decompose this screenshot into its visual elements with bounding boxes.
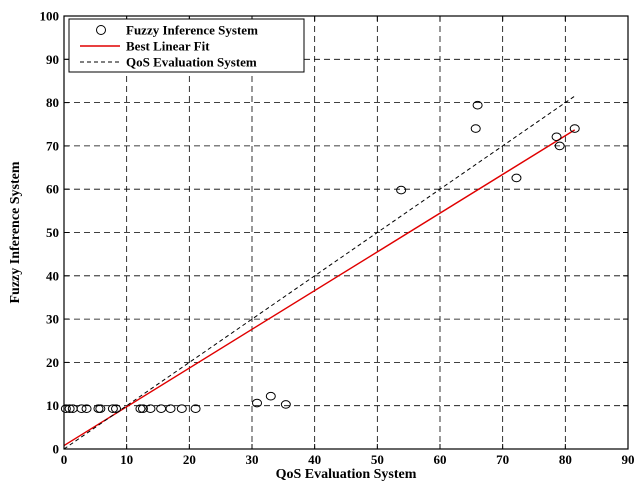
x-axis-title: QoS Evaluation System [276, 467, 417, 482]
scatter-points [60, 100, 580, 414]
scatter-point [145, 404, 156, 414]
x-tick-label: 80 [559, 452, 572, 467]
y-tick-label: 30 [46, 312, 59, 327]
x-tick-label: 10 [120, 452, 133, 467]
scatter-point [111, 404, 122, 414]
scatter-point [176, 404, 187, 414]
scatter-point [76, 404, 87, 414]
x-tick-labels: 0 10 20 30 40 50 60 70 80 90 [61, 452, 635, 467]
scatter-point [137, 404, 148, 414]
x-tick-label: 30 [246, 452, 259, 467]
series-lines [63, 95, 576, 450]
scatter-point [554, 141, 565, 151]
scatter-point [265, 391, 276, 401]
y-tick-label: 80 [46, 95, 59, 110]
fit-line [63, 129, 576, 447]
scatter-point [81, 404, 92, 414]
y-tick-label: 20 [46, 355, 59, 370]
scatter-point [280, 400, 291, 409]
y-tick-label: 60 [46, 182, 59, 197]
y-axis-title: Fuzzy Inference System [8, 161, 23, 303]
scatter-point [135, 404, 146, 414]
legend-label: Best Linear Fit [126, 39, 210, 54]
legend-label: Fuzzy Inference System [126, 23, 258, 38]
y-tick-label: 100 [40, 9, 60, 24]
scatter-point [165, 404, 176, 414]
y-tick-label: 10 [46, 398, 59, 413]
scatter-point [511, 173, 522, 183]
y-tick-label: 40 [46, 268, 59, 283]
legend: Fuzzy Inference System Best Linear Fit Q… [68, 18, 305, 73]
scatter-point [95, 404, 106, 414]
scatter-point [64, 404, 75, 414]
x-tick-label: 20 [183, 452, 196, 467]
scatter-point [472, 100, 483, 110]
y-tick-label: 90 [46, 52, 59, 67]
y-tick-label: 50 [46, 225, 59, 240]
scatter-point [60, 404, 71, 414]
legend-marker-circle [96, 25, 106, 35]
scatter-point [190, 404, 201, 414]
y-tick-labels: 0 10 20 30 40 50 60 70 80 90 100 [40, 9, 60, 457]
scatter-point [252, 398, 263, 408]
x-tick-label: 0 [61, 452, 68, 467]
x-tick-label: 70 [496, 452, 509, 467]
y-tick-label: 70 [46, 138, 59, 153]
reference-line [63, 95, 576, 450]
scatter-point [396, 185, 407, 195]
y-tick-label: 0 [53, 442, 60, 457]
scatter-point [107, 404, 118, 414]
x-tick-label: 60 [434, 452, 447, 467]
x-tick-label: 90 [622, 452, 635, 467]
x-tick-label: 40 [308, 452, 321, 467]
legend-label: QoS Evaluation System [126, 55, 257, 70]
scatter-point [551, 132, 562, 142]
scatter-point [569, 124, 580, 133]
x-tick-label: 50 [371, 452, 384, 467]
scatter-point [470, 124, 481, 133]
